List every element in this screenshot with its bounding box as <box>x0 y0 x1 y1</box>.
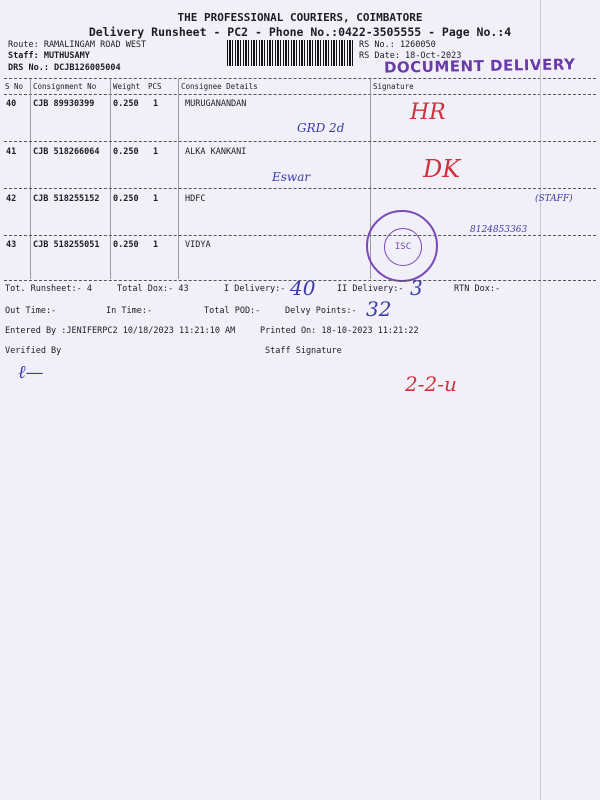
row-consignment: CJB 89930399 <box>33 99 95 109</box>
i-delivery: I Delivery:- <box>224 284 286 294</box>
row-weight: 0.250 <box>113 99 139 109</box>
col-consignment: Consignment No <box>33 82 97 91</box>
row-sno: 41 <box>6 147 17 157</box>
delvy-points-value: 32 <box>366 297 392 321</box>
verifier-signature: ℓ— <box>18 362 44 383</box>
row-consignee: HDFC <box>185 194 206 204</box>
total-dox: Total Dox:- 43 <box>117 284 189 294</box>
ii-delivery: II Delivery:- <box>337 284 404 294</box>
in-time: In Time:- <box>106 306 153 316</box>
verified-by: Verified By <box>5 346 62 356</box>
row-consignee: MURUGANANDAN <box>185 99 247 109</box>
row-consignment: CJB 518266064 <box>33 147 100 157</box>
row-sno: 40 <box>6 99 17 109</box>
drs-number: DRS No.: DCJB126005004 <box>8 63 121 73</box>
row-sno: 43 <box>6 240 17 250</box>
row-weight: 0.250 <box>113 147 139 157</box>
staff-signature: Staff Signature <box>265 346 342 356</box>
runsheet-title: Delivery Runsheet - PC2 - Phone No.:0422… <box>88 25 512 39</box>
row-consignment: CJB 518255051 <box>33 240 100 250</box>
handwritten-note: Eswar <box>272 170 311 184</box>
i-delivery-value: 40 <box>290 276 316 300</box>
signature: DK <box>423 155 461 183</box>
row-pcs: 1 <box>153 240 159 250</box>
row-consignment: CJB 518255152 <box>33 194 100 204</box>
company-name: THE PROFESSIONAL COURIERS, COIMBATORE <box>177 11 423 24</box>
row-consignee: ALKA KANKANI <box>185 147 247 157</box>
row-pcs: 1 <box>153 99 159 109</box>
row-weight: 0.250 <box>113 240 139 250</box>
col-sno: S No <box>5 82 24 91</box>
divider <box>4 78 596 79</box>
handwritten-note: GRD 2d <box>297 121 345 135</box>
barcode <box>227 40 355 66</box>
signature: HR <box>410 100 446 125</box>
staff: Staff: MUTHUSAMY <box>8 51 90 61</box>
handwritten-note: 2-2-u <box>405 372 457 396</box>
company-seal: ISC <box>366 210 438 282</box>
total-pod: Total POD:- <box>204 306 261 316</box>
row-pcs: 1 <box>153 194 159 204</box>
phone-note: 8124853363 <box>470 225 528 235</box>
row-consignee: VIDYA <box>185 240 211 250</box>
rtn-dox: RTN Dox:- <box>454 284 501 294</box>
row-pcs: 1 <box>153 147 159 157</box>
rs-date: RS Date: 18-Oct-2023 <box>359 51 462 61</box>
delvy-points: Delvy Points:- <box>285 306 357 316</box>
col-signature: Signature <box>373 82 414 91</box>
row-sno: 42 <box>6 194 17 204</box>
rs-number: RS No.: 1260050 <box>359 40 436 50</box>
entered-by: Entered By :JENIFERPC2 10/18/2023 11:21:… <box>5 326 236 336</box>
col-consignee: Consignee Details <box>181 82 258 91</box>
col-weight: Weight <box>113 82 141 91</box>
printed-on: Printed On: 18-10-2023 11:21:22 <box>260 326 419 336</box>
divider <box>4 94 596 95</box>
tot-runsheet: Tot. Runsheet:- 4 <box>5 284 92 294</box>
row-weight: 0.250 <box>113 194 139 204</box>
route: Route: RAMALINGAM ROAD WEST <box>8 40 147 50</box>
col-pcs: PCS <box>148 82 162 91</box>
ii-delivery-value: 3 <box>410 276 423 300</box>
handwritten-note: (STAFF) <box>535 194 573 204</box>
document-delivery-stamp: DOCUMENT DELIVERY <box>383 55 576 77</box>
out-time: Out Time:- <box>5 306 57 316</box>
